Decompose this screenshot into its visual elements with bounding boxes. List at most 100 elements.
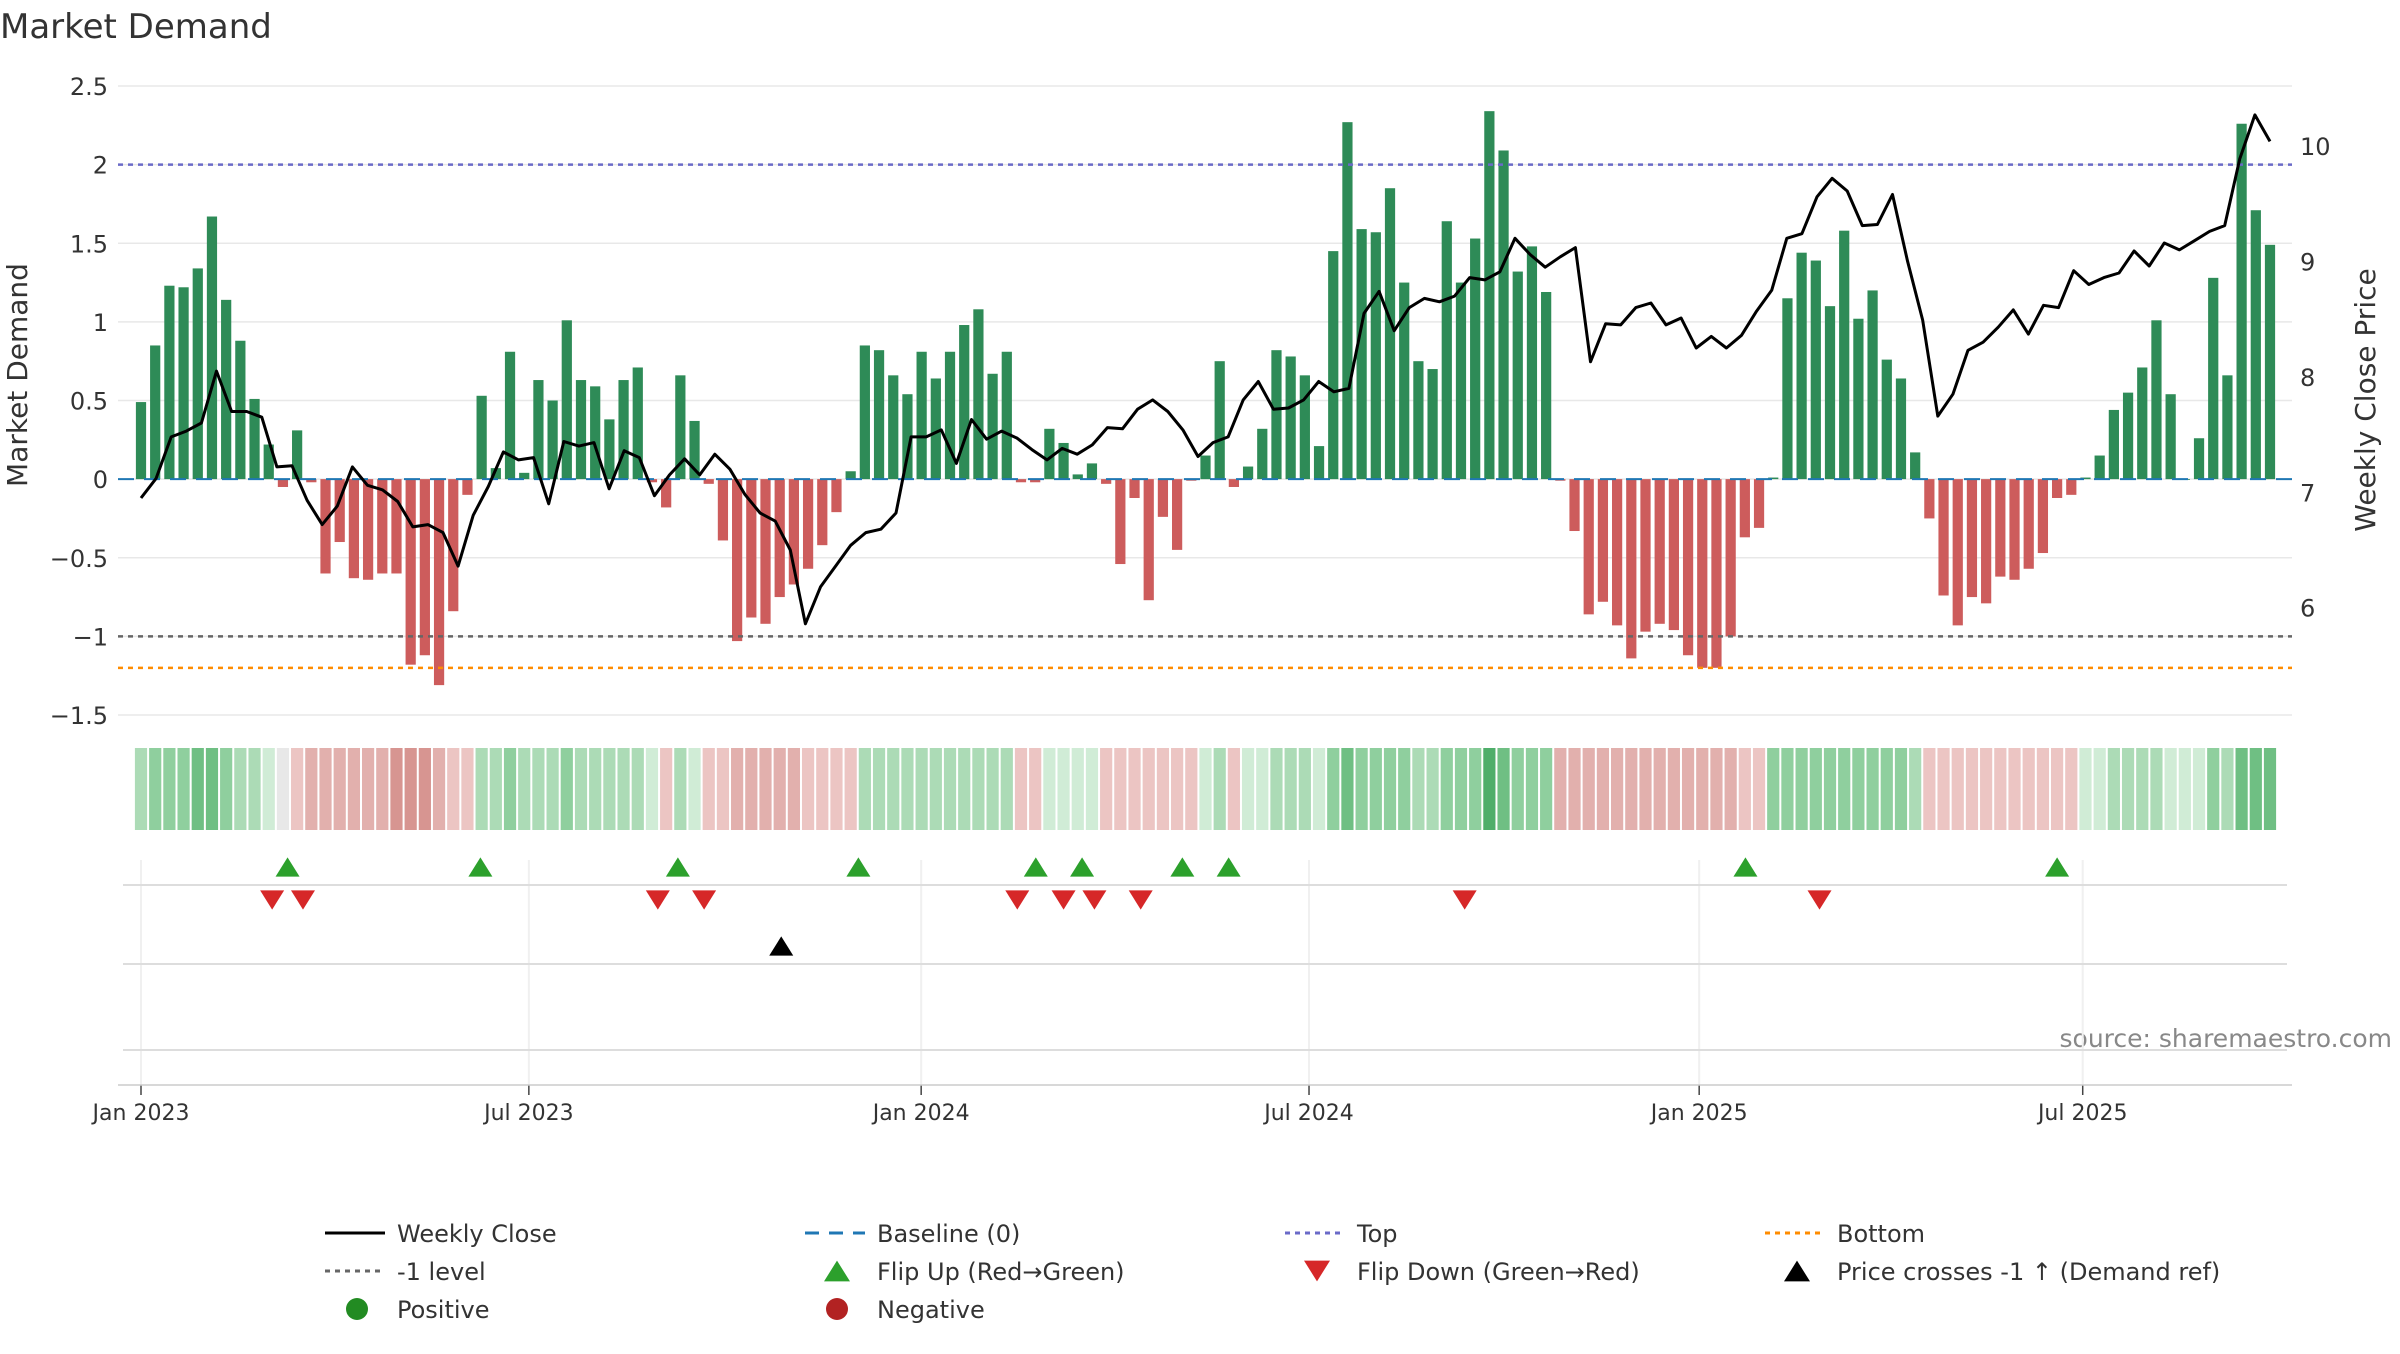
strip-cell — [1142, 748, 1155, 830]
legend-label: Top — [1356, 1220, 1398, 1248]
strip-cell — [1398, 748, 1411, 830]
strip-cell — [986, 748, 999, 830]
strip-cell — [1383, 748, 1397, 830]
legend-flip-down-swatch — [1304, 1260, 1330, 1282]
y2-tick-label: 9 — [2300, 248, 2315, 276]
strip-cell — [475, 748, 488, 830]
axes: −1.5 −1 −0.5 0 0.5 1 1.5 2 2.5 6 7 8 9 10 Jan 2023 Jul … — [50, 73, 2331, 1126]
demand-bar — [632, 367, 643, 480]
demand-bar — [2137, 367, 2148, 480]
x-tick-label: Jan 2024 — [871, 1101, 970, 1126]
legend-label: Bottom — [1837, 1220, 1925, 1248]
y2-tick-label: 6 — [2300, 595, 2315, 623]
strip-cell — [1100, 748, 1113, 830]
y2-tick-label: 7 — [2300, 479, 2315, 507]
demand-bar — [1484, 111, 1495, 480]
legend-label: Positive — [397, 1296, 490, 1324]
y-tick-label: −1.5 — [50, 702, 108, 730]
strip-cell — [603, 748, 616, 830]
strip-cell — [1199, 748, 1212, 830]
demand-bar — [646, 479, 658, 483]
demand-bar — [561, 320, 572, 480]
demand-bar — [1725, 479, 1736, 637]
demand-bar — [1810, 260, 1821, 480]
demand-bar — [263, 444, 274, 480]
demand-bar — [1626, 479, 1637, 659]
strip-cell — [801, 748, 815, 830]
strip-cell — [1738, 748, 1751, 830]
x-tick-label: Jul 2025 — [2036, 1101, 2128, 1126]
flip-up-marker — [2045, 857, 2070, 877]
flip-down-marker — [1082, 890, 1107, 910]
demand-bar — [1015, 479, 1027, 483]
flip-up-marker — [1170, 857, 1195, 877]
strip-cell — [1000, 748, 1013, 830]
strip-cell — [1554, 748, 1567, 830]
demand-bar — [1228, 479, 1239, 487]
strip-cell — [163, 748, 176, 830]
strip-cell — [2192, 748, 2206, 830]
price-line-layer — [139, 113, 2272, 626]
strip-cell — [2079, 748, 2092, 830]
flip-down-marker — [1452, 890, 1477, 910]
x-tick-label: Jul 2024 — [1262, 1101, 1354, 1126]
strip-cell — [1752, 748, 1766, 830]
demand-bar — [221, 299, 232, 480]
demand-bar — [888, 375, 899, 480]
strip-cell — [773, 748, 786, 830]
demand-bar — [1668, 479, 1679, 631]
demand-bar — [987, 373, 998, 480]
strip-cell — [1696, 748, 1709, 830]
strip-cell — [1795, 748, 1808, 830]
demand-bar — [774, 479, 785, 598]
demand-bar — [306, 479, 317, 483]
demand-bar — [1101, 479, 1112, 484]
y-tick-label: 2 — [93, 152, 108, 180]
demand-bar — [2066, 479, 2077, 495]
flip-down-marker — [290, 890, 315, 910]
demand-bar — [661, 479, 672, 508]
demand-bar — [462, 479, 473, 495]
strip-cell — [191, 748, 204, 830]
demand-bar — [2151, 320, 2162, 480]
demand-bar — [135, 402, 147, 480]
demand-bar — [1697, 479, 1708, 668]
strip-cell — [1965, 748, 1979, 830]
legend-label: Weekly Close — [397, 1220, 557, 1248]
strip-cell — [234, 748, 247, 830]
strip-cell — [1284, 748, 1297, 830]
strip-cell — [645, 748, 659, 830]
demand-bar — [802, 479, 814, 569]
strip-cell — [2022, 748, 2035, 830]
flip-down-marker — [1128, 890, 1153, 910]
demand-bar — [1157, 479, 1169, 517]
demand-bar — [902, 394, 913, 480]
demand-bar — [405, 479, 416, 665]
strip-cell — [319, 748, 332, 830]
demand-bar — [1952, 479, 1963, 626]
demand-bar — [348, 479, 360, 579]
y-axis-label: Market Demand — [1, 263, 34, 487]
strip-cell — [1355, 748, 1368, 830]
strip-cell — [1653, 748, 1666, 830]
strip-cell — [1497, 748, 1510, 830]
demand-bar — [1981, 479, 1992, 604]
demand-bar — [1044, 428, 1055, 480]
strip-cell — [1270, 748, 1283, 830]
strip-cell — [2036, 748, 2050, 830]
strip-cell — [432, 748, 446, 830]
strip-cell — [2051, 748, 2064, 830]
y-tick-label: 0 — [93, 466, 108, 494]
strip-cell — [660, 748, 673, 830]
demand-bar — [1441, 221, 1452, 480]
demand-bar — [1072, 474, 1083, 480]
y-tick-label: 0.5 — [70, 388, 108, 416]
demand-bar — [504, 351, 516, 480]
strip-cell — [617, 748, 630, 830]
demand-bar — [675, 375, 686, 480]
demand-bar — [1839, 230, 1850, 480]
demand-bar — [1427, 369, 1438, 480]
strip-cell — [1596, 748, 1610, 830]
strip-cell — [291, 748, 304, 830]
strip-cell — [1639, 748, 1652, 830]
